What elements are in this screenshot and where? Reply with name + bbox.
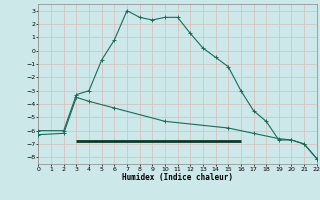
X-axis label: Humidex (Indice chaleur): Humidex (Indice chaleur): [122, 173, 233, 182]
